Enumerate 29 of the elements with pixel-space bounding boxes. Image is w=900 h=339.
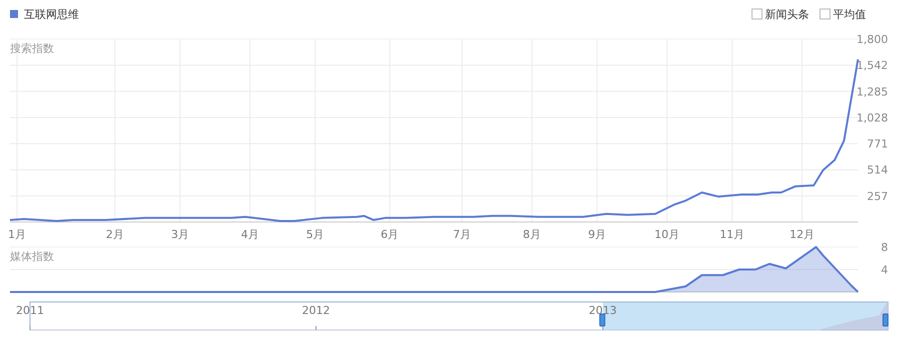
x-tick-label: 11月: [720, 228, 745, 241]
x-tick-label: 5月: [306, 228, 324, 241]
x-tick-label: 10月: [654, 228, 680, 241]
x-tick-label: 2012: [302, 304, 330, 317]
x-tick-label: 12月: [790, 228, 815, 241]
y-tick-label: 1,800: [856, 33, 888, 46]
text: 新闻头条: [765, 8, 809, 21]
x-tick-label: 3月: [171, 228, 190, 241]
y-tick-label: 257: [867, 190, 888, 203]
y-axis-title: 搜索指数: [10, 42, 54, 55]
y-tick-label: 1,285: [856, 85, 888, 98]
y-tick-label: 4: [881, 264, 888, 276]
text: 平均值: [833, 8, 866, 21]
y-axis-title: 媒体指数: [10, 250, 54, 263]
x-tick-label: 6月: [380, 228, 399, 241]
x-tick-label: 8月: [522, 228, 541, 241]
x-tick-label: 2013: [588, 304, 617, 317]
x-tick-label: 4月: [240, 228, 259, 241]
legend-label: 互联网思维: [24, 8, 79, 21]
x-tick-label: 2月: [106, 228, 124, 241]
y-tick-label: 771: [867, 138, 888, 151]
y-tick-label: 1,028: [856, 111, 888, 124]
x-tick-label: 1月: [8, 228, 26, 241]
x-tick-label: 7月: [452, 228, 471, 241]
y-tick-label: 514: [867, 164, 888, 177]
line-series: [9, 58, 859, 222]
y-tick-label: 8: [881, 241, 888, 254]
y-tick-label: 1,542: [856, 59, 888, 72]
x-tick-label: 9月: [588, 228, 606, 241]
